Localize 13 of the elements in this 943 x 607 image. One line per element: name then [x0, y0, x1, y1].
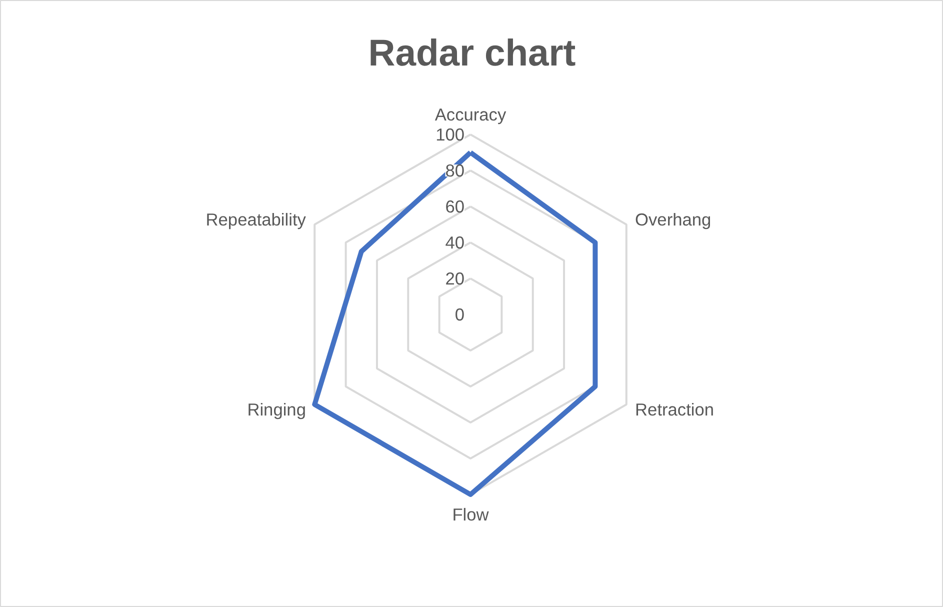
spoke-label: Overhang — [635, 210, 712, 230]
y-tick-label: 80 — [445, 160, 465, 180]
y-tick-label: 40 — [445, 232, 465, 252]
spoke-label: Accuracy — [434, 104, 506, 124]
y-tick-label: 20 — [445, 268, 465, 288]
spoke-label: Repeatability — [206, 210, 306, 230]
spoke-label: Retraction — [635, 400, 714, 420]
chart-title: Radar chart — [368, 32, 576, 74]
y-tick-label: 0 — [454, 304, 465, 324]
spoke-label: Ringing — [247, 400, 306, 420]
y-tick-label: 60 — [445, 196, 465, 216]
y-tick-label: 100 — [436, 124, 465, 144]
spoke-label: Flow — [452, 504, 490, 524]
